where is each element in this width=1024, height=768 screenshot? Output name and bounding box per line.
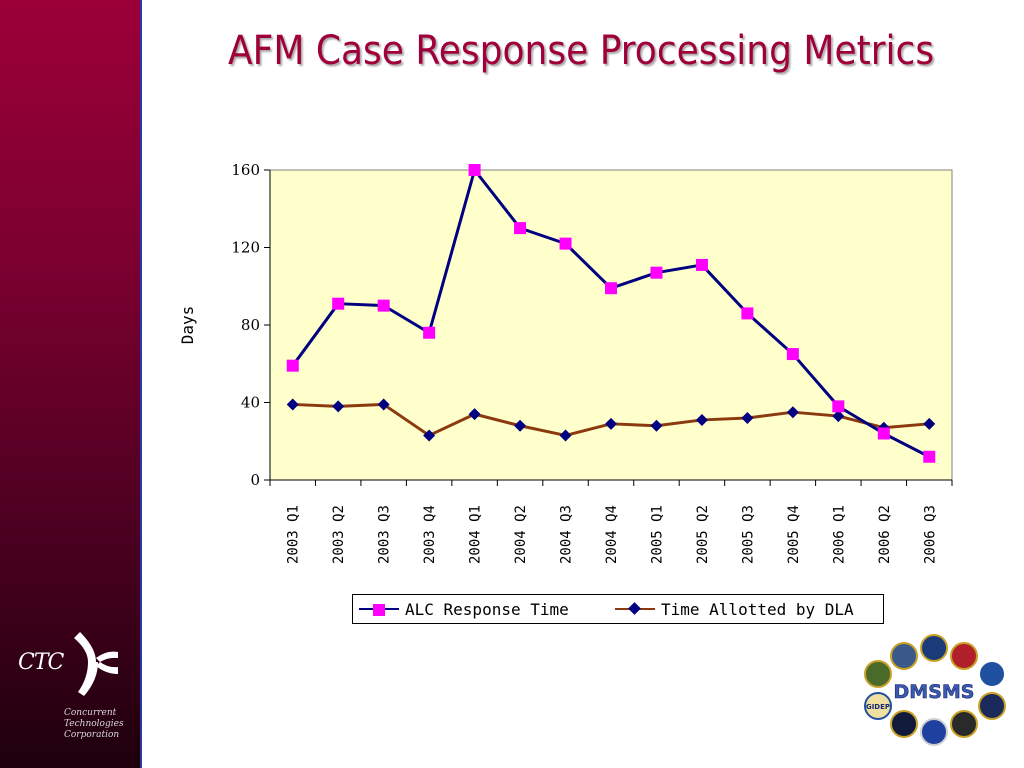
x-tick-label: 2003 Q4 xyxy=(422,505,438,564)
y-tick-label: 80 xyxy=(241,316,260,334)
dla-data-point xyxy=(650,419,663,432)
x-tick-label: 2006 Q3 xyxy=(922,505,938,564)
ctc-wordmark: CTC xyxy=(18,650,64,675)
x-tick-label: 2003 Q1 xyxy=(286,505,302,564)
slide-title: AFM Case Response Processing Metrics xyxy=(228,28,935,74)
y-tick-label: 0 xyxy=(250,471,260,489)
dla-data-point xyxy=(741,412,754,424)
dla-data-point xyxy=(332,400,345,413)
alc-data-point xyxy=(286,359,299,372)
legend-label-dla: Time Allotted by DLA xyxy=(661,600,854,619)
company-name: Concurrent Technologies Corporation xyxy=(64,708,124,741)
y-tick-label: 40 xyxy=(241,394,260,412)
x-tick-label: 2006 Q1 xyxy=(831,505,847,564)
alc-data-point xyxy=(786,348,799,361)
alc-data-point xyxy=(559,237,572,250)
alc-data-point xyxy=(923,450,936,463)
ctc-logo-icon xyxy=(74,632,118,696)
dla-data-point xyxy=(377,398,390,411)
dla-data-point xyxy=(923,417,936,430)
x-tick-label: 2005 Q1 xyxy=(649,505,665,564)
badge-text: DMSMS xyxy=(894,681,975,703)
dla-data-point xyxy=(514,419,527,432)
alc-data-point xyxy=(332,297,345,310)
y-tick-label: 160 xyxy=(231,161,260,179)
alc-data-point xyxy=(423,326,436,339)
x-tick-label: 2004 Q2 xyxy=(513,505,529,564)
dla-data-point xyxy=(286,398,299,411)
alc-data-point xyxy=(741,307,754,320)
dla-data-point xyxy=(832,410,845,423)
x-tick-label: 2005 Q4 xyxy=(786,505,802,564)
dmsms-badge-icon: DMSMS GIDEP xyxy=(864,634,1006,746)
dla-data-point xyxy=(468,408,481,421)
y-axis-label: Days xyxy=(178,306,197,345)
x-tick-label: 2004 Q3 xyxy=(559,505,575,564)
alc-data-point xyxy=(377,299,390,312)
alc-data-point xyxy=(468,164,481,176)
plot-area xyxy=(269,169,953,481)
company-name-line: Concurrent xyxy=(64,708,117,718)
gidep-seal-text: GIDEP xyxy=(866,703,890,711)
x-tick-label: 2004 Q4 xyxy=(604,505,620,564)
dla-data-point xyxy=(695,413,708,426)
company-name-line: Technologies xyxy=(64,719,124,729)
alc-data-point xyxy=(605,282,617,295)
diamond-marker-icon xyxy=(628,602,641,615)
x-tick-label: 2005 Q2 xyxy=(695,505,711,564)
x-tick-label: 2005 Q3 xyxy=(740,505,756,564)
x-tick-label: 2006 Q2 xyxy=(877,505,893,564)
alc-data-point xyxy=(514,222,527,235)
x-tick-label: 2004 Q1 xyxy=(468,505,484,564)
x-tick-label: 2003 Q3 xyxy=(377,505,393,564)
legend-entry-dla: Time Allotted by DLA xyxy=(615,599,879,619)
y-tick-label: 120 xyxy=(231,239,260,257)
sidebar-background xyxy=(0,0,140,768)
x-tick-label: 2003 Q2 xyxy=(331,505,347,564)
dla-data-point xyxy=(605,417,617,430)
legend-entry-alc: ALC Response Time xyxy=(359,599,609,619)
sidebar-divider xyxy=(140,0,142,768)
alc-data-point xyxy=(832,400,845,413)
dla-data-point xyxy=(559,429,572,442)
company-name-line: Corporation xyxy=(64,730,120,740)
alc-data-point xyxy=(650,266,663,279)
square-marker-icon xyxy=(373,604,385,616)
chart-legend: ALC Response Time Time Allotted by DLA xyxy=(352,594,884,624)
legend-label-alc: ALC Response Time xyxy=(405,600,569,619)
alc-data-point xyxy=(877,427,890,440)
dla-data-point xyxy=(786,406,799,419)
alc-data-point xyxy=(695,258,708,271)
dla-data-point xyxy=(423,429,436,442)
